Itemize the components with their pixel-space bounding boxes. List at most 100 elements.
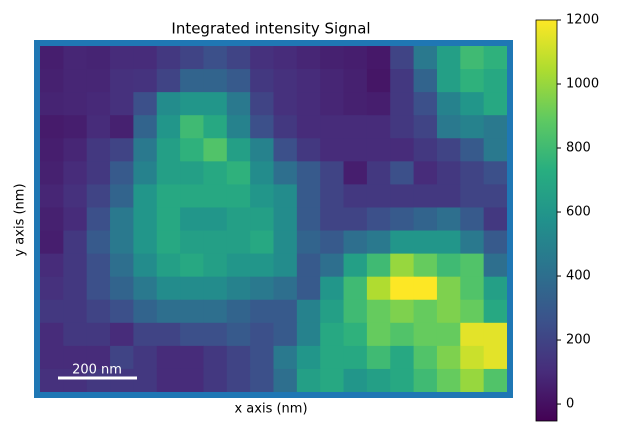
cell [436,138,461,162]
heatmap [40,46,508,393]
cell [133,276,158,301]
cell [203,276,228,301]
cell [390,322,415,347]
chart-title: Integrated intensity Signal [171,20,370,38]
cell [203,92,228,116]
cell [40,161,64,185]
cell [366,276,391,301]
cell [110,161,134,185]
cell [320,368,345,393]
cell [226,253,251,278]
cell [483,115,508,139]
cell [156,92,181,116]
cell [273,138,298,162]
cell [320,276,345,301]
cell [273,322,298,347]
cell [226,69,251,93]
cell [320,138,345,162]
cell [86,115,111,139]
cell [436,368,461,393]
cell [250,253,274,278]
cell [86,161,111,185]
cell [86,322,111,347]
cell [343,299,368,324]
cell [250,69,274,93]
cell [250,276,274,301]
cell [320,161,345,185]
cell [250,161,274,185]
cell [366,230,391,255]
cell [296,322,321,347]
cell [413,322,438,347]
cell [40,276,64,301]
cell [226,230,251,255]
cell [390,115,415,139]
cell [86,46,111,70]
cell [343,69,368,93]
cell [156,161,181,185]
cell [40,92,64,116]
cell [226,115,251,139]
cell [250,207,274,232]
cell [86,138,111,162]
cell [366,368,391,393]
cell [343,253,368,278]
cell [343,161,368,185]
cell [203,207,228,232]
cell [40,46,64,70]
cell [250,322,274,347]
cell [226,161,251,185]
cell [180,184,204,208]
cell [343,138,368,162]
cell [413,92,438,116]
cell [413,161,438,185]
cell [63,138,88,162]
cell [320,184,345,208]
cell [343,46,368,70]
cell [390,345,415,370]
cell [413,253,438,278]
cell [180,46,204,70]
cell [296,115,321,139]
cell [296,276,321,301]
cell [133,92,158,116]
cell [483,92,508,116]
cell [203,368,228,393]
cell [226,345,251,370]
y-axis-label: y axis (nm) [13,183,28,256]
cell [436,184,461,208]
cell [413,368,438,393]
cell [483,345,508,370]
cell [156,345,181,370]
cell [343,322,368,347]
cell [413,230,438,255]
cell [133,184,158,208]
cell [203,230,228,255]
cell [110,115,134,139]
cell [156,207,181,232]
cell [250,299,274,324]
cell [156,69,181,93]
cell [86,92,111,116]
colorbar [535,19,558,422]
cell [86,230,111,255]
cell [273,345,298,370]
cell [436,276,461,301]
cell [156,184,181,208]
cell [133,322,158,347]
cell [250,368,274,393]
cell [460,46,485,70]
cell [436,299,461,324]
cell [273,115,298,139]
cell [86,69,111,93]
cell [296,69,321,93]
cell [296,345,321,370]
cell [273,230,298,255]
cell [436,46,461,70]
cell [273,46,298,70]
cell [390,184,415,208]
cell [133,345,158,370]
x-axis-label: x axis (nm) [234,402,307,417]
cell [483,207,508,232]
cell [436,253,461,278]
